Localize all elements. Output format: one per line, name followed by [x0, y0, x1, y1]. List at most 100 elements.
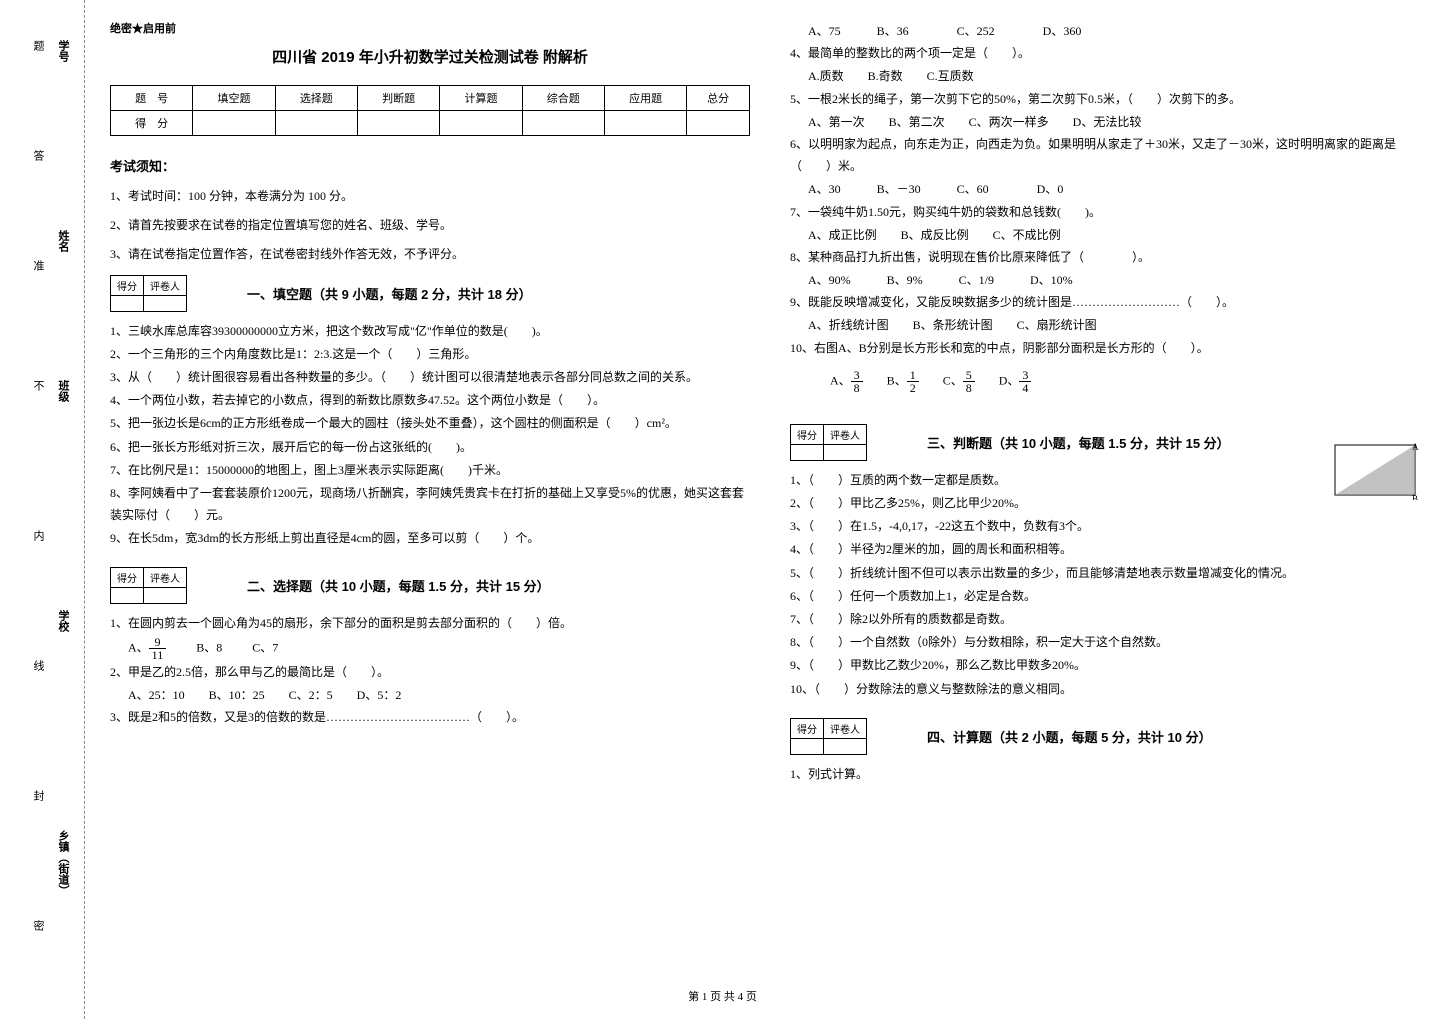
s1-q4: 4、一个两位小数，若去掉它的小数点，得到的新数比原数多47.52。这个两位小数是… [110, 389, 750, 411]
s2-q5-opts: A、第一次 B、第二次 C、两次一样多 D、无法比较 [790, 111, 1430, 133]
sec-box-h: 评卷人 [144, 568, 187, 588]
notice-item: 1、考试时间：100 分钟，本卷满分为 100 分。 [110, 187, 750, 206]
s2-q1: 1、在圆内剪去一个圆心角为45的扇形，余下部分的面积是剪去部分面积的（ ）倍。 [110, 612, 750, 634]
svg-text:B: B [1412, 494, 1418, 500]
sec-box-cell [111, 295, 144, 311]
s1-q5: 5、把一张边长是6cm的正方形纸卷成一个最大的圆柱（接头处不重叠），这个圆柱的侧… [110, 412, 750, 434]
s2-q2: 2、甲是乙的2.5倍，那么甲与乙的最简比是（ ）。 [110, 661, 750, 683]
sec-box-cell [791, 738, 824, 754]
s3-q3: 3、（ ）在1.5，-4,0,17，-22这五个数中，负数有3个。 [790, 515, 1430, 537]
binding-field-town: 乡镇（街道） [55, 830, 71, 896]
score-cell [275, 111, 357, 136]
section-score-box: 得分评卷人 [790, 424, 867, 461]
s2-q4: 4、最简单的整数比的两个项一定是（ ）。 [790, 42, 1430, 64]
notice-item: 2、请首先按要求在试卷的指定位置填写您的姓名、班级、学号。 [110, 216, 750, 235]
binding-label: 内 [30, 530, 46, 541]
binding-field-class: 班级 [55, 380, 71, 402]
s4-q1: 1、列式计算。 [790, 763, 1430, 785]
binding-label: 题 [30, 40, 46, 51]
sec-box-cell [111, 588, 144, 604]
s1-q1: 1、三峡水库总库容39300000000立方米，把这个数改写成"亿"作单位的数是… [110, 320, 750, 342]
section-2-title: 二、选择题（共 10 小题，每题 1.5 分，共计 15 分） [247, 576, 550, 595]
sec-box-h: 评卷人 [824, 718, 867, 738]
s2-q10: 10、右图A、B分别是长方形长和宽的中点，阴影部分面积是长方形的（ ）。 [790, 337, 1430, 359]
sec-box-cell [144, 588, 187, 604]
s3-q5: 5、（ ）折线统计图不但可以表示出数量的多少，而且能够清楚地表示数量增减变化的情… [790, 562, 1430, 584]
section-4-head: 得分评卷人 四、计算题（共 2 小题，每题 5 分，共计 10 分） [790, 718, 1430, 755]
s1-q2: 2、一个三角形的三个内角度数比是1：2:3.这是一个（ ）三角形。 [110, 343, 750, 365]
sec-box-cell [824, 738, 867, 754]
secret-label: 绝密★启用前 [110, 20, 750, 36]
s1-q6: 6、把一张长方形纸对折三次，展开后它的每一份占这张纸的( )。 [110, 436, 750, 458]
rectangle-diagram: A B [1330, 440, 1420, 500]
s2-q7-opts: A、成正比例 B、成反比例 C、不成比例 [790, 224, 1430, 246]
s3-q8: 8、（ ）一个自然数（0除外）与分数相除，积一定大于这个自然数。 [790, 631, 1430, 653]
s2-q7: 7、一袋纯牛奶1.50元，购买纯牛奶的袋数和总钱数( )。 [790, 201, 1430, 223]
binding-field-id: 学号 [55, 40, 71, 62]
score-header: 题 号 [111, 86, 193, 111]
score-cell [357, 111, 439, 136]
score-header: 应用题 [604, 86, 686, 111]
section-score-box: 得分评卷人 [790, 718, 867, 755]
s1-q3: 3、从（ ）统计图很容易看出各种数量的多少。（ ）统计图可以很清楚地表示各部分同… [110, 366, 750, 388]
score-table: 题 号 填空题 选择题 判断题 计算题 综合题 应用题 总分 得 分 [110, 85, 750, 136]
sec-box-h: 得分 [791, 718, 824, 738]
sec-box-cell [791, 444, 824, 460]
opt: C、7 [252, 640, 278, 654]
fraction: 911 [149, 636, 167, 661]
binding-label: 封 [30, 790, 46, 801]
section-4-title: 四、计算题（共 2 小题，每题 5 分，共计 10 分） [927, 727, 1212, 746]
fraction: 34 [1019, 369, 1031, 394]
s2-q3: 3、既是2和5的倍数，又是3的倍数的数是………………………………（ ）。 [110, 706, 750, 728]
score-cell [522, 111, 604, 136]
sec-box-cell [824, 444, 867, 460]
binding-label: 密 [30, 920, 46, 931]
fraction: 58 [963, 369, 975, 394]
page-content: 绝密★启用前 四川省 2019 年小升初数学过关检测试卷 附解析 题 号 填空题… [110, 20, 1430, 786]
score-header: 判断题 [357, 86, 439, 111]
opt: B、8 [196, 640, 222, 654]
s1-q8: 8、李阿姨看中了一套套装原价1200元，现商场八折酬宾，李阿姨凭贵宾卡在打折的基… [110, 482, 750, 526]
score-header: 综合题 [522, 86, 604, 111]
page-footer: 第 1 页 共 4 页 [0, 988, 1445, 1004]
s2-q8-opts: A、90% B、9% C、1/9 D、10% [790, 269, 1430, 291]
binding-field-school: 学校 [55, 610, 71, 632]
section-1-head: 得分评卷人 一、填空题（共 9 小题，每题 2 分，共计 18 分） [110, 275, 750, 312]
s1-q7: 7、在比例尺是1：15000000的地图上，图上3厘米表示实际距离( )千米。 [110, 459, 750, 481]
s2-q1-opts: A、911 B、8 C、7 [110, 636, 750, 661]
fraction: 38 [851, 369, 863, 394]
binding-field-name: 姓名 [55, 230, 71, 252]
right-column: A、75 B、36 C、252 D、360 4、最简单的整数比的两个项一定是（ … [790, 20, 1430, 786]
s2-q9: 9、既能反映增减变化，又能反映数据多少的统计图是………………………（ ）。 [790, 291, 1430, 313]
binding-label: 不 [30, 380, 46, 391]
section-2-head: 得分评卷人 二、选择题（共 10 小题，每题 1.5 分，共计 15 分） [110, 567, 750, 604]
score-cell [193, 111, 275, 136]
section-1-title: 一、填空题（共 9 小题，每题 2 分，共计 18 分） [247, 284, 532, 303]
binding-label: 线 [30, 660, 46, 671]
s1-q9: 9、在长5dm，宽3dm的长方形纸上剪出直径是4cm的圆，至多可以剪（ ）个。 [110, 527, 750, 549]
s2-q4-opts: A.质数 B.奇数 C.互质数 [790, 65, 1430, 87]
section-score-box: 得分评卷人 [110, 275, 187, 312]
section-3-title: 三、判断题（共 10 小题，每题 1.5 分，共计 15 分） [927, 433, 1230, 452]
score-header: 总分 [687, 86, 750, 111]
binding-strip: 题 学号 答 准 姓名 不 班级 内 学校 线 封 乡镇（街道） 密 [0, 0, 85, 1019]
s3-q6: 6、（ ）任何一个质数加上1，必定是合数。 [790, 585, 1430, 607]
score-cell [687, 111, 750, 136]
s2-q2-opts: A、25：10 B、10：25 C、2：5 D、5：2 [110, 684, 750, 706]
sec-box-h: 评卷人 [824, 424, 867, 444]
notice-heading: 考试须知： [110, 156, 750, 175]
s3-q9: 9、（ ）甲数比乙数少20%，那么乙数比甲数多20%。 [790, 654, 1430, 676]
s2-q6-opts: A、30 B、－30 C、60 D、0 [790, 178, 1430, 200]
fraction: 12 [907, 369, 919, 394]
notice-item: 3、请在试卷指定位置作答，在试卷密封线外作答无效，不予评分。 [110, 245, 750, 264]
sec-box-cell [144, 295, 187, 311]
s3-q7: 7、（ ）除2以外所有的质数都是奇数。 [790, 608, 1430, 630]
binding-label: 答 [30, 150, 46, 161]
binding-label: 准 [30, 260, 46, 271]
sec-box-h: 得分 [111, 568, 144, 588]
section-score-box: 得分评卷人 [110, 567, 187, 604]
s2-q8: 8、某种商品打九折出售，说明现在售价比原来降低了（ ）。 [790, 246, 1430, 268]
score-cell [604, 111, 686, 136]
left-column: 绝密★启用前 四川省 2019 年小升初数学过关检测试卷 附解析 题 号 填空题… [110, 20, 750, 786]
exam-title: 四川省 2019 年小升初数学过关检测试卷 附解析 [110, 46, 750, 67]
